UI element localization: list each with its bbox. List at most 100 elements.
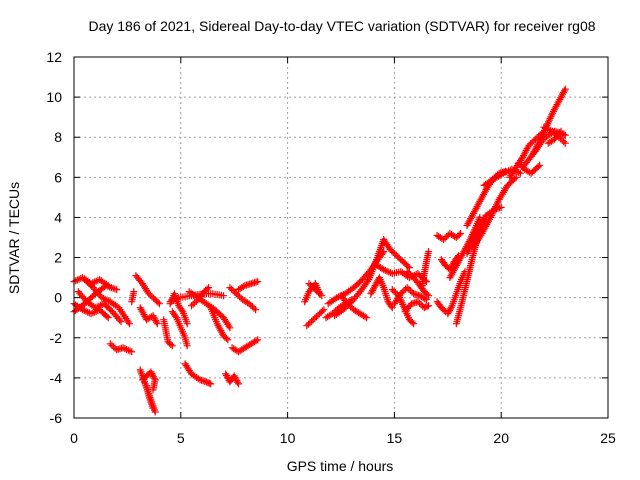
data-point [465,246,473,254]
data-point [423,302,431,310]
data-point [463,250,471,257]
data-point [113,286,121,294]
data-point [229,287,237,295]
data-point [543,125,551,133]
data-point [152,317,160,324]
data-point [149,371,157,379]
data-point [443,233,451,240]
data-point [473,227,481,235]
data-point [91,308,98,316]
data-point [225,322,233,330]
data-point [236,293,243,301]
chart-title: Day 186 of 2021, Sidereal Day-to-day VTE… [88,18,595,34]
data-point [231,374,239,381]
data-point [318,292,326,300]
data-point [361,313,369,321]
data-point [345,301,353,309]
data-point [110,343,117,351]
data-point [561,139,569,147]
y-tick-label: 6 [54,169,62,185]
data-point [425,248,433,255]
data-point [503,168,511,176]
data-point [148,370,156,377]
data-point [423,290,431,298]
data-point [422,296,430,304]
data-point [457,230,465,237]
data-point [549,127,556,135]
data-point [546,114,554,122]
data-point [440,236,447,243]
data-point [233,377,241,385]
data-point [404,262,412,270]
data-point [183,320,191,328]
data-point [305,280,313,288]
data-point [170,296,177,304]
data-point [151,408,159,416]
data-point [230,372,238,380]
y-tick-label: -2 [50,330,63,346]
data-point [347,303,355,311]
data-point [223,372,230,379]
y-tick-label: 10 [46,89,62,105]
data-point [168,342,176,350]
x-tick-labels: 0 5 10 15 20 25 [70,430,616,446]
data-point [73,276,81,284]
data-point [252,337,260,345]
data-point [540,123,548,131]
data-point [155,300,163,308]
data-point [421,295,429,303]
data-point [320,306,328,314]
data-point [245,300,253,308]
data-point [72,277,80,285]
data-point [252,306,260,314]
y-tick-label: 4 [54,209,62,225]
data-point [106,340,114,348]
data-point [316,290,324,298]
data-point [367,290,375,298]
data-point [370,283,378,291]
y-tick-label: 2 [54,250,62,266]
data-point [222,334,230,342]
data-point [308,317,316,325]
data-point [516,169,524,177]
data-point [89,309,97,317]
data-points [70,85,569,416]
y-tick-label: -6 [50,410,63,426]
data-point [101,295,109,303]
data-point [254,336,262,344]
data-point [372,280,380,288]
data-point [124,346,132,354]
data-point [121,345,129,353]
data-point [390,287,398,295]
data-point [228,285,235,293]
data-point [388,304,396,312]
data-point [310,284,318,292]
data-point [154,298,162,306]
data-point [173,295,181,302]
data-point [405,285,413,293]
data-point [147,368,155,376]
data-point [545,118,552,126]
data-point [414,298,422,306]
data-point [313,287,321,295]
data-point [400,302,407,310]
data-point [539,130,547,138]
y-tick-label: 8 [54,129,62,145]
data-point [308,283,316,291]
data-point [148,293,156,301]
data-point [254,278,262,286]
data-point [561,131,569,139]
data-point [205,284,213,292]
data-point [417,301,425,309]
data-point [226,284,234,292]
y-tick-labels: -6 -4 -2 0 2 4 6 8 10 12 [46,49,62,426]
data-point [497,203,505,211]
data-point [239,283,247,291]
data-point [84,308,92,316]
data-point [188,302,195,310]
data-point [311,314,319,322]
data-point [312,313,320,321]
data-point [235,380,242,388]
data-point [311,286,319,294]
